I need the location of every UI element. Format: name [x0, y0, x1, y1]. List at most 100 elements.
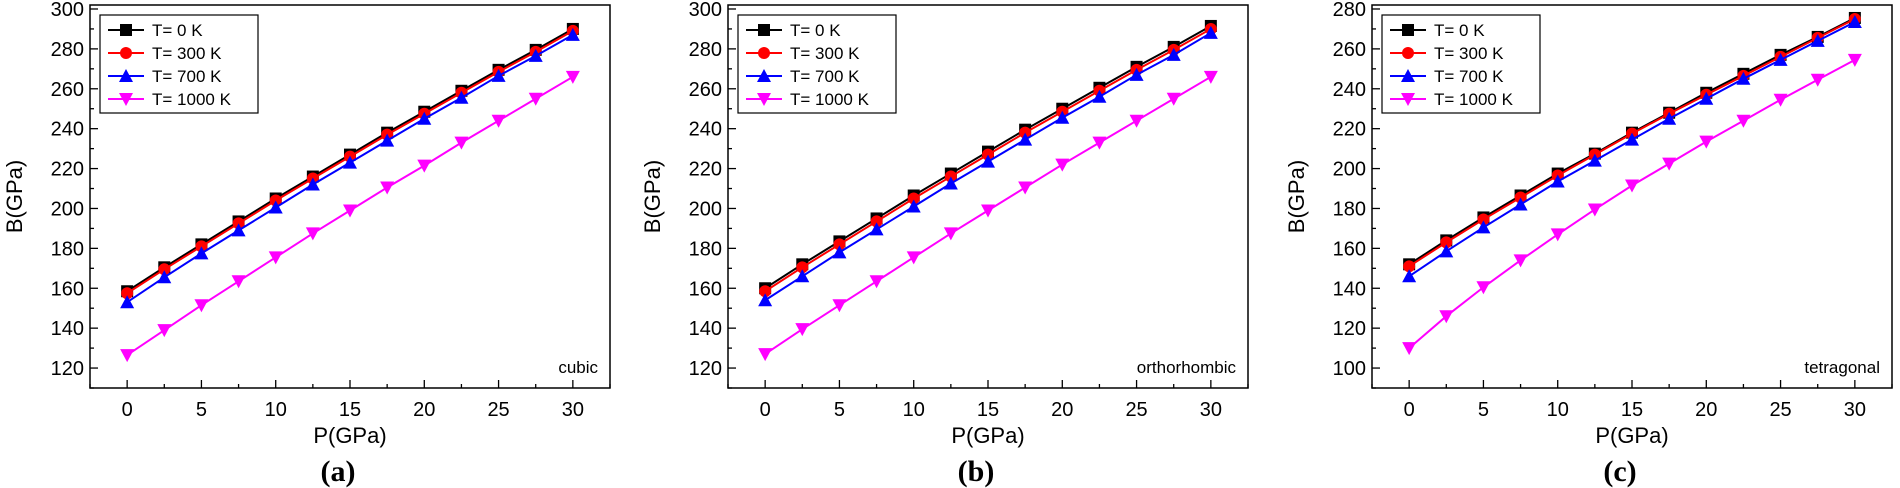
data-point	[1055, 158, 1070, 172]
data-point	[1736, 71, 1751, 85]
data-point	[981, 154, 995, 168]
data-point	[796, 261, 809, 274]
y-tick-label: 240	[1333, 79, 1366, 101]
x-tick-label: 0	[122, 399, 133, 421]
data-point	[758, 293, 773, 307]
x-tick-label: 5	[196, 399, 207, 421]
data-point	[121, 287, 134, 300]
data-point	[491, 114, 506, 128]
legend-swatch-marker	[757, 93, 771, 106]
data-point	[491, 68, 506, 82]
x-axis-label: P(GPa)	[951, 423, 1024, 448]
data-point	[528, 48, 543, 62]
data-point	[305, 227, 320, 241]
legend-swatch-marker	[120, 24, 132, 36]
data-point	[795, 269, 810, 283]
legend-entry: T= 700 K	[790, 67, 860, 86]
legend-entry: T= 300 K	[790, 44, 860, 63]
y-tick-label: 160	[1333, 238, 1366, 260]
y-tick-label: 180	[51, 238, 84, 260]
data-point	[1439, 244, 1454, 258]
data-point	[1810, 33, 1825, 47]
data-point	[565, 70, 580, 84]
y-tick-label: 260	[689, 79, 722, 101]
x-tick-label: 10	[903, 399, 925, 421]
x-tick-label: 5	[1478, 399, 1489, 421]
data-point	[795, 323, 810, 337]
y-tick-label: 220	[689, 159, 722, 181]
data-point	[1847, 53, 1862, 67]
y-axis-label: B(GPa)	[2, 160, 27, 233]
panel-caption: (c)	[1603, 455, 1636, 488]
data-point	[1662, 111, 1677, 125]
data-point	[1477, 213, 1490, 226]
x-axis-label: P(GPa)	[313, 423, 386, 448]
data-point	[869, 222, 884, 236]
y-tick-label: 140	[1333, 278, 1366, 300]
y-tick-label: 220	[1333, 119, 1366, 141]
data-point	[380, 133, 395, 147]
data-point	[1203, 70, 1218, 84]
data-point	[907, 192, 920, 205]
data-point	[1402, 342, 1417, 356]
data-point	[1587, 153, 1602, 167]
legend-swatch-marker	[119, 69, 133, 82]
y-tick-label: 300	[689, 0, 722, 21]
y-tick-label: 260	[51, 79, 84, 101]
data-point	[906, 251, 921, 265]
x-tick-label: 25	[1125, 399, 1147, 421]
legend-swatch-marker	[757, 69, 771, 82]
data-point	[832, 245, 847, 259]
data-point	[1129, 114, 1144, 128]
y-tick-label: 180	[689, 238, 722, 260]
x-tick-label: 20	[1695, 399, 1717, 421]
data-point	[1166, 47, 1181, 61]
data-point	[454, 90, 469, 104]
data-point	[1625, 132, 1639, 146]
data-point	[1662, 157, 1677, 171]
legend-swatch-marker	[120, 47, 132, 59]
data-point	[1092, 136, 1107, 150]
x-tick-label: 15	[339, 399, 361, 421]
x-tick-label: 30	[562, 399, 584, 421]
data-point	[305, 177, 320, 191]
data-point	[380, 181, 395, 195]
data-point	[231, 275, 246, 289]
y-tick-label: 120	[1333, 318, 1366, 340]
legend-entry: T= 0 K	[152, 21, 203, 40]
legend-entry: T= 1000 K	[1434, 90, 1514, 109]
x-tick-label: 25	[1769, 399, 1791, 421]
data-point	[1736, 114, 1751, 128]
y-tick-label: 120	[689, 358, 722, 380]
data-point	[833, 238, 846, 251]
data-point	[1810, 73, 1825, 87]
data-point	[158, 263, 171, 276]
x-tick-label: 0	[1404, 399, 1415, 421]
x-tick-label: 5	[834, 399, 845, 421]
legend-entry: T= 700 K	[1434, 67, 1504, 86]
y-tick-label: 200	[51, 198, 84, 220]
legend-entry: T= 1000 K	[152, 90, 232, 109]
legend-swatch-marker	[758, 24, 770, 36]
data-point	[343, 204, 357, 218]
data-point	[1092, 89, 1107, 103]
y-tick-label: 300	[51, 0, 84, 21]
data-point	[943, 227, 958, 241]
legend-swatch-marker	[1402, 47, 1414, 59]
x-tick-label: 20	[413, 399, 435, 421]
data-point	[1018, 132, 1033, 146]
legend-entry: T= 0 K	[1434, 21, 1485, 40]
data-point	[1513, 197, 1528, 211]
x-tick-label: 30	[1200, 399, 1222, 421]
data-point	[417, 111, 432, 125]
panel-caption: (b)	[958, 455, 995, 488]
data-point	[157, 324, 172, 338]
chart-panel-3: 0 5 10 15 20 25 30 100 120 140 160 180 200 220 240 260 2…	[1284, 0, 1893, 488]
legend: T= 0 K T= 300 K T= 700 K T= 1000 K	[99, 14, 259, 114]
panel-caption: (a)	[321, 455, 356, 488]
legend-entry: T= 1000 K	[790, 90, 870, 109]
data-point	[343, 155, 357, 169]
y-axis-label: B(GPa)	[1284, 160, 1309, 233]
chart-panel-2: 0 5 10 15 20 25 30 120 140 160 180 200 220 240 260 280 3…	[640, 0, 1249, 488]
